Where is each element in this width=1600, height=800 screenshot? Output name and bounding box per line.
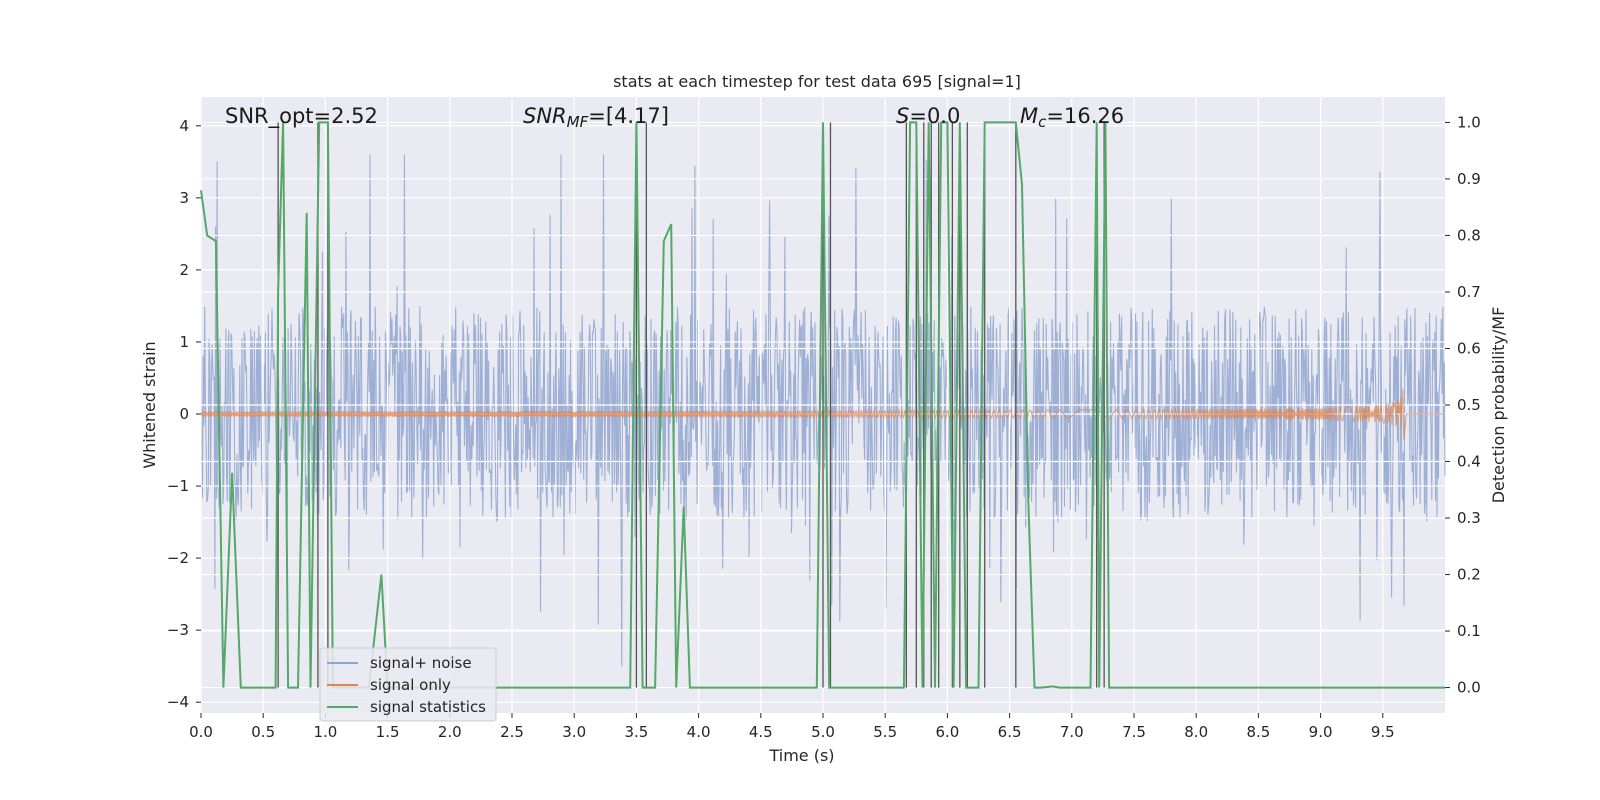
annotation-s: S=0.0 [896,104,960,128]
x-tick-label: 3.0 [562,723,586,741]
y-tick-label: 3 [179,189,189,207]
y2-tick-label: 0.1 [1457,622,1481,640]
x-tick-label: 2.5 [500,723,524,741]
x-tick-label: 7.0 [1060,723,1084,741]
annotation-snr-opt: SNR_opt=2.52 [225,104,378,129]
y-tick-label: 4 [179,117,189,135]
annotation-snr-mf: SNRMF=[4.17] [523,104,669,131]
x-tick-label: 6.5 [998,723,1022,741]
y2-tick-label: 0.9 [1457,170,1481,188]
y2-axis-label: Detection probability/MF [1489,307,1508,504]
x-tick-label: 0.5 [251,723,275,741]
x-tick-label: 4.5 [749,723,773,741]
x-tick-label: 5.5 [873,723,897,741]
x-tick-label: 1.0 [313,723,337,741]
x-tick-label: 9.5 [1371,723,1395,741]
y2-tick-label: 0.6 [1457,339,1481,357]
legend-label-signal-only: signal only [370,676,451,694]
y2-tick-label: 0.8 [1457,226,1481,244]
series-signal-only [200,388,1445,440]
x-tick-label: 8.5 [1246,723,1270,741]
x-tick-label: 3.5 [624,723,648,741]
y-tick-label: −1 [167,477,189,495]
x-tick-label: 7.5 [1122,723,1146,741]
y-tick-label: −3 [167,621,189,639]
y2-tick-label: 0.7 [1457,283,1481,301]
y2-tick-label: 0.4 [1457,453,1481,471]
x-tick-label: 9.0 [1309,723,1333,741]
legend-label-signal-noise: signal+ noise [370,654,472,672]
y2-tick-label: 0.0 [1457,679,1481,697]
chart-title: stats at each timestep for test data 695… [613,72,1021,91]
y2-tick-label: 0.3 [1457,509,1481,527]
y2-tick-label: 0.5 [1457,396,1481,414]
x-tick-label: 2.0 [438,723,462,741]
x-tick-label: 1.5 [376,723,400,741]
y-tick-label: −4 [167,693,189,711]
y-tick-label: 2 [179,261,189,279]
y2-tick-label: 1.0 [1457,113,1481,131]
legend-box [319,647,497,722]
y-axis-label: Whitened strain [140,341,159,468]
series-signal-statistics [200,121,1445,689]
y-tick-label: 0 [179,405,189,423]
x-axis-label: Time (s) [768,746,834,765]
legend: signal+ noise signal only signal statist… [319,647,497,722]
y-tick-label: 1 [179,333,189,351]
x-tick-label: 0.0 [189,723,213,741]
y-tick-label: −2 [167,549,189,567]
annotation-mc: Mc=16.26 [1020,104,1124,131]
x-tick-label: 6.0 [935,723,959,741]
x-tick-label: 4.0 [687,723,711,741]
x-tick-label: 8.0 [1184,723,1208,741]
y2-tick-label: 0.2 [1457,566,1481,584]
legend-label-signal-statistics: signal statistics [370,698,486,716]
x-tick-label: 5.0 [811,723,835,741]
